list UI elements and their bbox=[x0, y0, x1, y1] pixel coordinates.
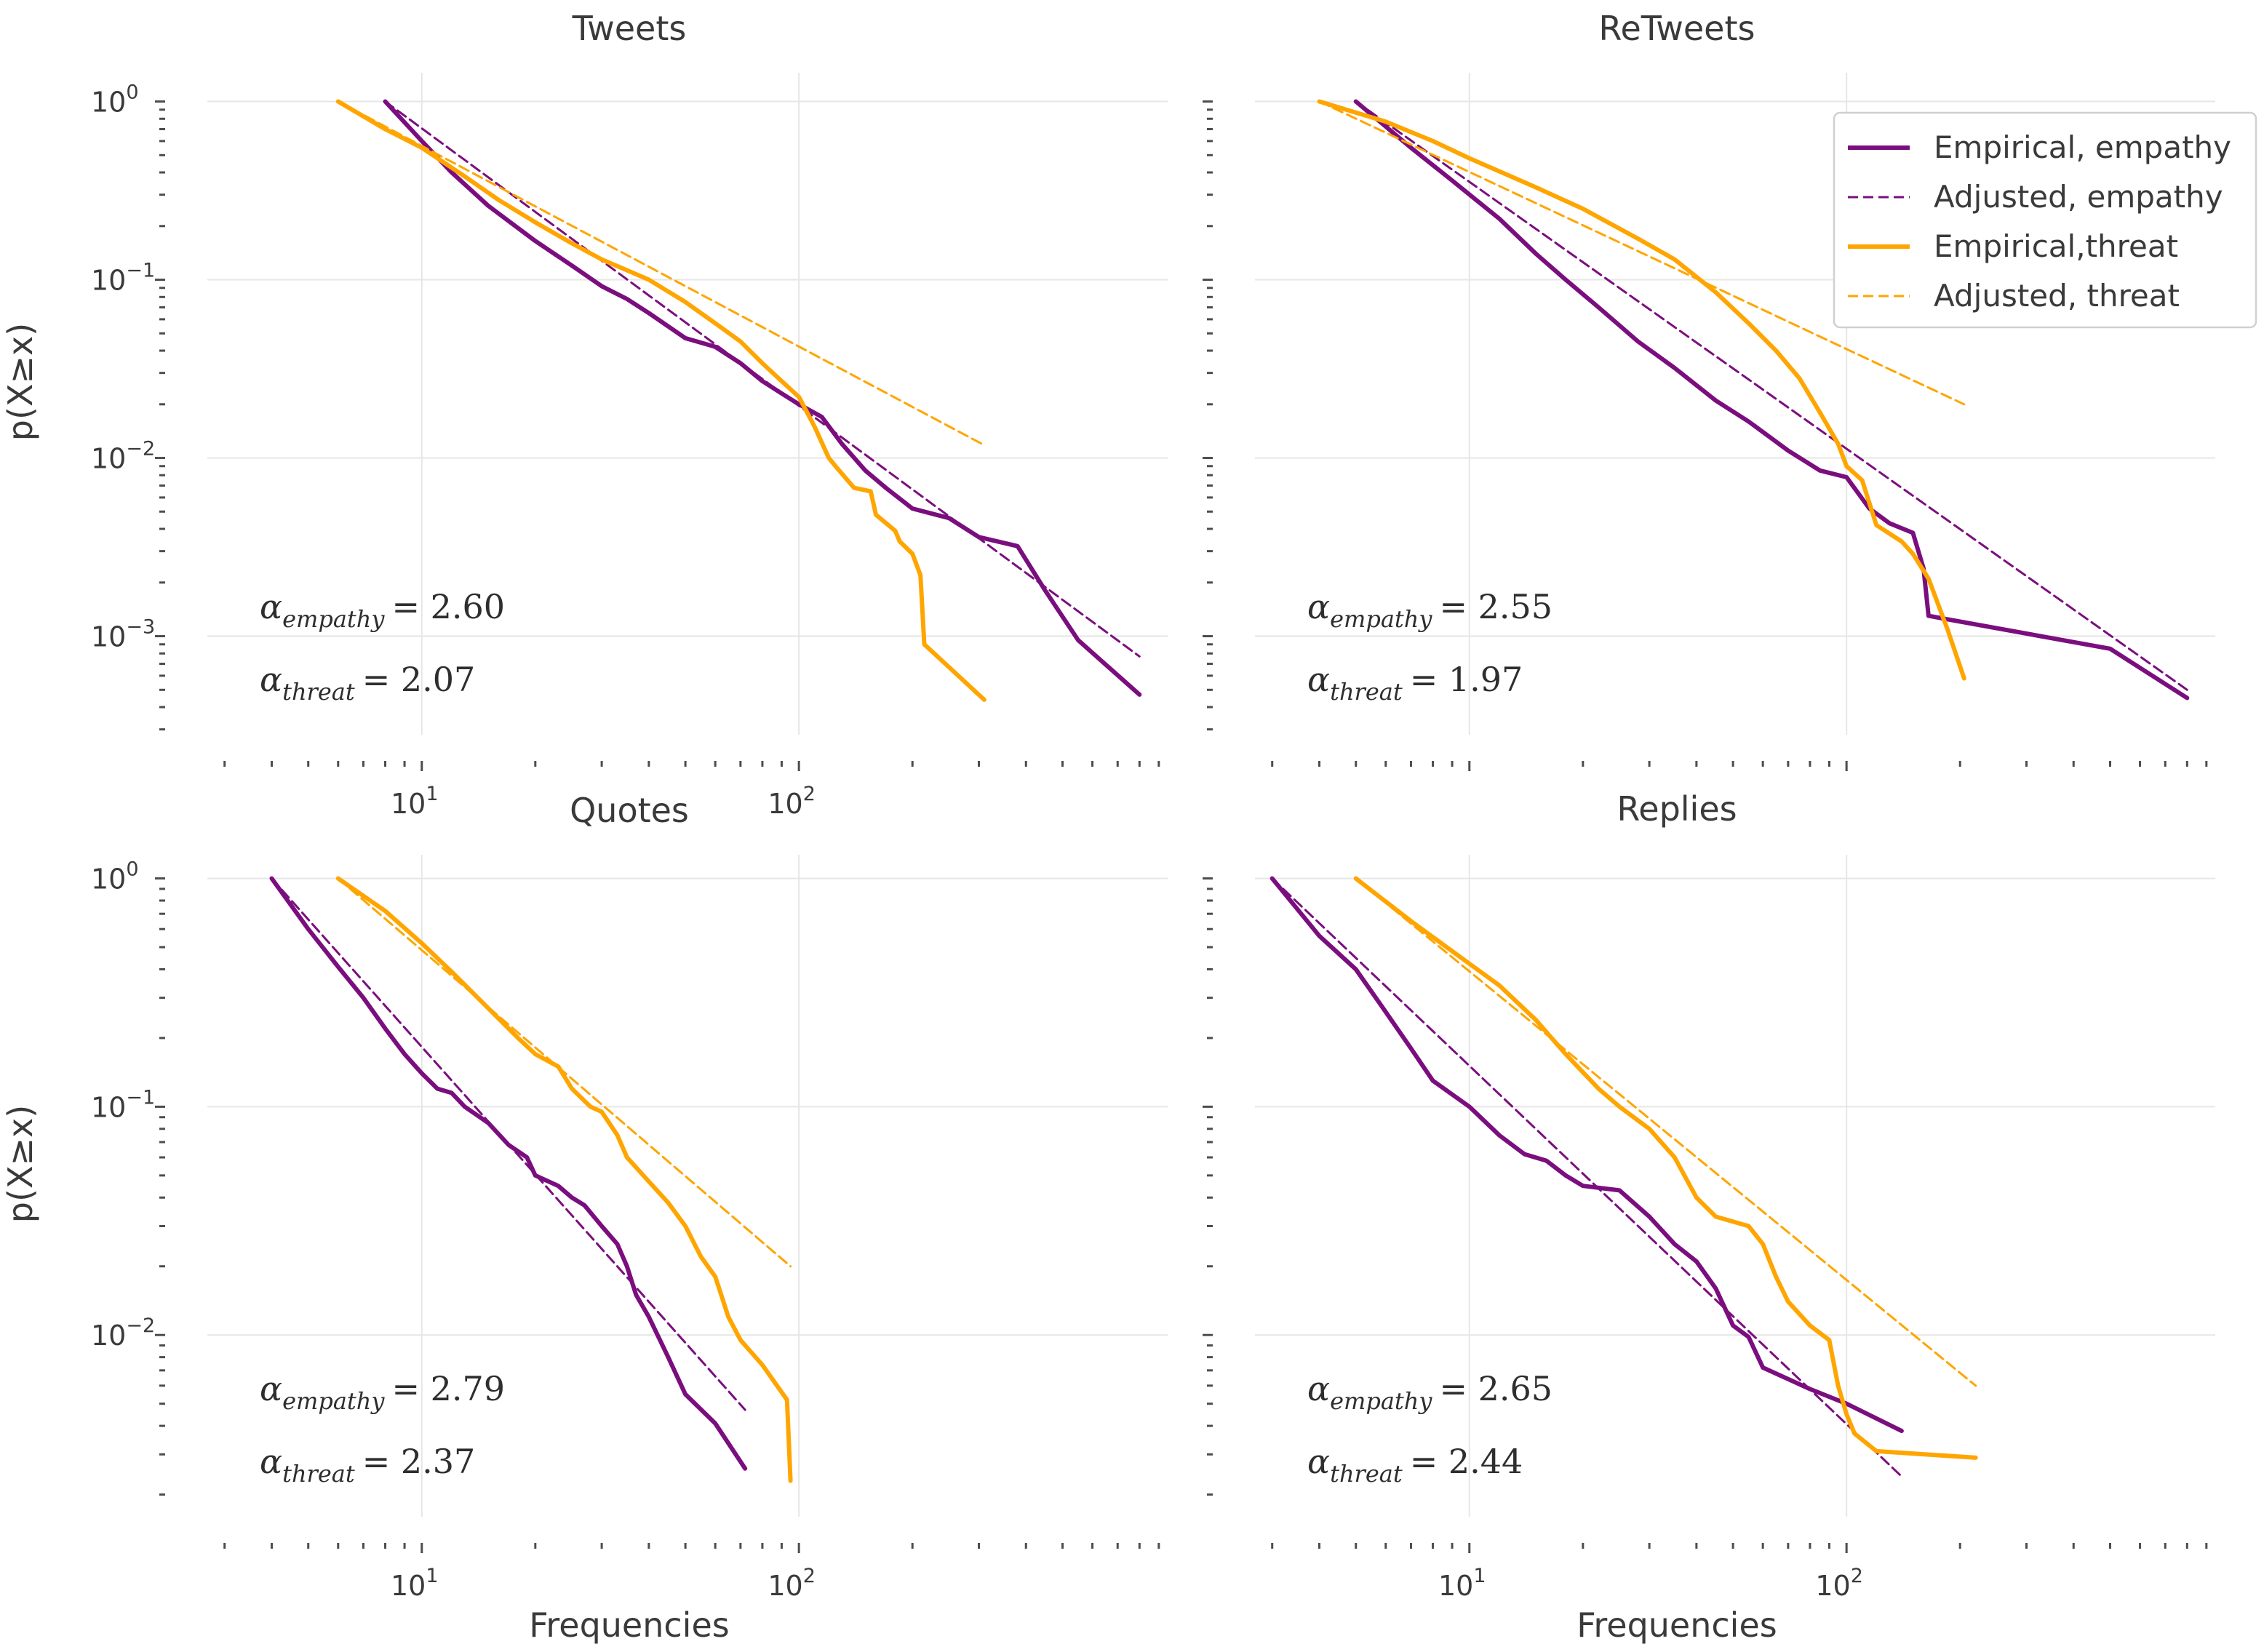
series-empirical-threat bbox=[335, 876, 793, 1483]
series-empirical-empathy bbox=[1269, 876, 1904, 1434]
panel-retweets: ReTweets αempathy = 2.55 αthreat = 1.97 bbox=[1203, 9, 2215, 771]
alpha-threat-annotation: αthreat = 1.97 bbox=[1307, 660, 1523, 706]
x-tick-label: 102 bbox=[1815, 1565, 1863, 1602]
series-adjusted-threat bbox=[1355, 877, 1977, 1387]
x-tick-label: 101 bbox=[391, 1565, 439, 1602]
legend-label: Adjusted, empathy bbox=[1934, 179, 2223, 215]
series-empirical-threat bbox=[335, 99, 986, 702]
series-adjusted-empathy bbox=[271, 877, 746, 1411]
x-tick-label: 102 bbox=[768, 1565, 816, 1602]
panel-quotes: 101 102 100 10−1 10−2 Quotes p(X≥x) Frequencies… bbox=[1, 791, 1168, 1645]
panel-title: ReTweets bbox=[1599, 9, 1755, 48]
legend: Empirical, empathy Adjusted, empathy Empir… bbox=[1833, 111, 2257, 329]
series-empirical-threat bbox=[1317, 99, 1966, 681]
y-tick-label: 10−1 bbox=[91, 1086, 155, 1123]
series-adjusted-threat bbox=[1318, 100, 1966, 406]
series-adjusted-empathy bbox=[1271, 877, 1903, 1478]
legend-label: Adjusted, threat bbox=[1934, 278, 2180, 314]
y-tick-label: 10−3 bbox=[91, 616, 155, 653]
y-axis-label: p(X≥x) bbox=[1, 1105, 40, 1223]
panel-title: Replies bbox=[1617, 789, 1737, 829]
series-adjusted-threat bbox=[337, 877, 792, 1268]
x-tick-label: 101 bbox=[391, 783, 439, 820]
legend-frame bbox=[1833, 111, 2257, 329]
y-axis-label: p(X≥x) bbox=[1, 323, 40, 441]
legend-label: Empirical, empathy bbox=[1934, 129, 2231, 165]
panel-title: Tweets bbox=[572, 9, 687, 48]
panel-title: Quotes bbox=[570, 791, 689, 830]
series-empirical-empathy bbox=[1353, 99, 2190, 701]
alpha-empathy-annotation: αempathy = 2.55 bbox=[1307, 587, 1552, 633]
panel-tweets: 101 102 100 10−1 10−2 10−3 Tweets p(X≥x) αempath… bbox=[1, 9, 1168, 820]
alpha-threat-annotation: αthreat = 2.44 bbox=[1307, 1442, 1523, 1488]
x-tick-label: 102 bbox=[768, 783, 816, 820]
x-axis-label: Frequencies bbox=[1577, 1605, 1777, 1645]
series-adjusted-empathy bbox=[384, 100, 1141, 658]
series-adjusted-empathy bbox=[1355, 100, 2188, 691]
y-tick-label: 100 bbox=[91, 858, 139, 895]
panel-replies: 101 102 Replies Frequencies αempathy = 2.65 αt… bbox=[1203, 789, 2215, 1645]
alpha-threat-annotation: αthreat = 2.07 bbox=[260, 660, 475, 706]
x-tick-label: 101 bbox=[1438, 1565, 1486, 1602]
legend-label: Empirical,threat bbox=[1934, 228, 2178, 264]
series-empirical-empathy bbox=[269, 876, 748, 1471]
alpha-empathy-annotation: αempathy = 2.60 bbox=[260, 587, 505, 633]
alpha-empathy-annotation: αempathy = 2.79 bbox=[260, 1369, 505, 1415]
alpha-empathy-annotation: αempathy = 2.65 bbox=[1307, 1369, 1552, 1415]
alpha-threat-annotation: αthreat = 2.37 bbox=[260, 1442, 475, 1488]
x-axis-label: Frequencies bbox=[529, 1605, 729, 1645]
series-empirical-threat bbox=[1353, 876, 1978, 1460]
y-tick-label: 10−2 bbox=[91, 438, 155, 475]
y-tick-label: 10−2 bbox=[91, 1314, 155, 1352]
y-tick-label: 10−1 bbox=[91, 260, 155, 297]
y-tick-label: 100 bbox=[91, 81, 139, 119]
series-adjusted-threat bbox=[337, 100, 986, 447]
